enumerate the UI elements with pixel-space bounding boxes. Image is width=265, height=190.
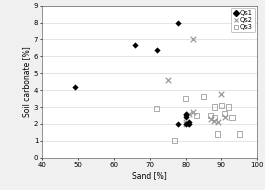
Point — [191, 111, 195, 114]
Legend: Qs1, Qs2, Qs3: Qs1, Qs2, Qs3 — [231, 8, 255, 32]
Point — [183, 122, 188, 125]
Point — [165, 78, 170, 82]
Point — [183, 121, 188, 124]
Point — [183, 112, 188, 115]
Point — [226, 105, 231, 108]
Point — [216, 133, 220, 136]
Point — [133, 43, 138, 46]
Point — [191, 38, 195, 41]
Point — [183, 122, 188, 125]
Point — [73, 85, 77, 88]
Point — [183, 114, 188, 117]
X-axis label: Sand [%]: Sand [%] — [132, 171, 167, 180]
Point — [209, 117, 213, 120]
Point — [223, 116, 227, 119]
Point — [212, 105, 216, 108]
Point — [237, 133, 241, 136]
Point — [187, 121, 191, 124]
Point — [201, 95, 206, 98]
Point — [155, 48, 159, 51]
Point — [216, 121, 220, 124]
Point — [212, 119, 216, 122]
Point — [187, 112, 191, 115]
Point — [212, 116, 216, 119]
Point — [173, 139, 177, 142]
Point — [183, 116, 188, 119]
Point — [187, 122, 191, 125]
Point — [176, 122, 180, 125]
Point — [223, 112, 227, 115]
Point — [209, 114, 213, 117]
Point — [219, 104, 223, 107]
Point — [219, 92, 223, 95]
Point — [155, 107, 159, 110]
Y-axis label: Soil carbonate [%]: Soil carbonate [%] — [22, 46, 31, 117]
Point — [194, 114, 198, 117]
Point — [176, 21, 180, 24]
Point — [230, 116, 234, 119]
Point — [183, 97, 188, 100]
